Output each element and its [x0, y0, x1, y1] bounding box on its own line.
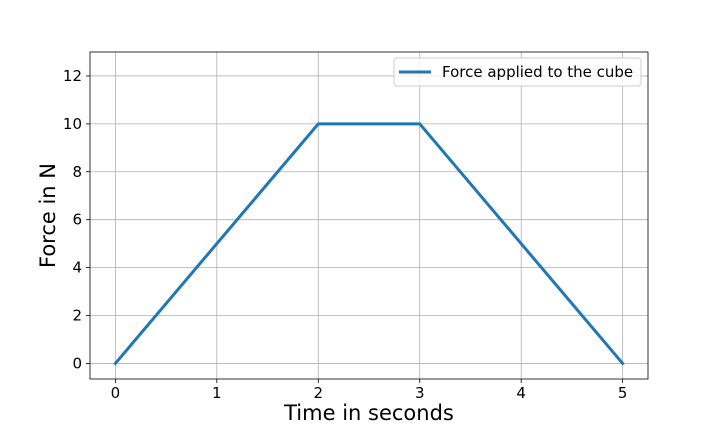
x-tick-label: 4 — [516, 384, 526, 402]
y-tick-label: 8 — [72, 163, 82, 181]
x-tick-label: 2 — [313, 384, 323, 402]
x-tick-label: 0 — [111, 384, 121, 402]
y-tick-label: 10 — [63, 115, 82, 133]
y-tick-label: 6 — [72, 211, 82, 229]
x-tick-label: 1 — [212, 384, 222, 402]
series-layer — [113, 122, 625, 366]
x-tick-label: 3 — [415, 384, 425, 402]
y-tick-label: 0 — [72, 354, 82, 372]
y-tick-label: 12 — [63, 67, 82, 85]
plot-frame — [89, 51, 649, 380]
legend-box — [393, 57, 642, 87]
x-tick-label: 5 — [618, 384, 628, 402]
y-axis-label: Force in N — [36, 163, 60, 268]
legend: Force applied to the cube — [393, 57, 642, 87]
y-tick-label: 4 — [72, 259, 82, 277]
y-tick-label: 2 — [72, 307, 82, 325]
grid — [90, 52, 648, 379]
x-axis-label: Time in seconds — [283, 401, 454, 425]
legend-entry-force: Force applied to the cube — [442, 63, 633, 81]
series-line-0 — [113, 122, 625, 366]
